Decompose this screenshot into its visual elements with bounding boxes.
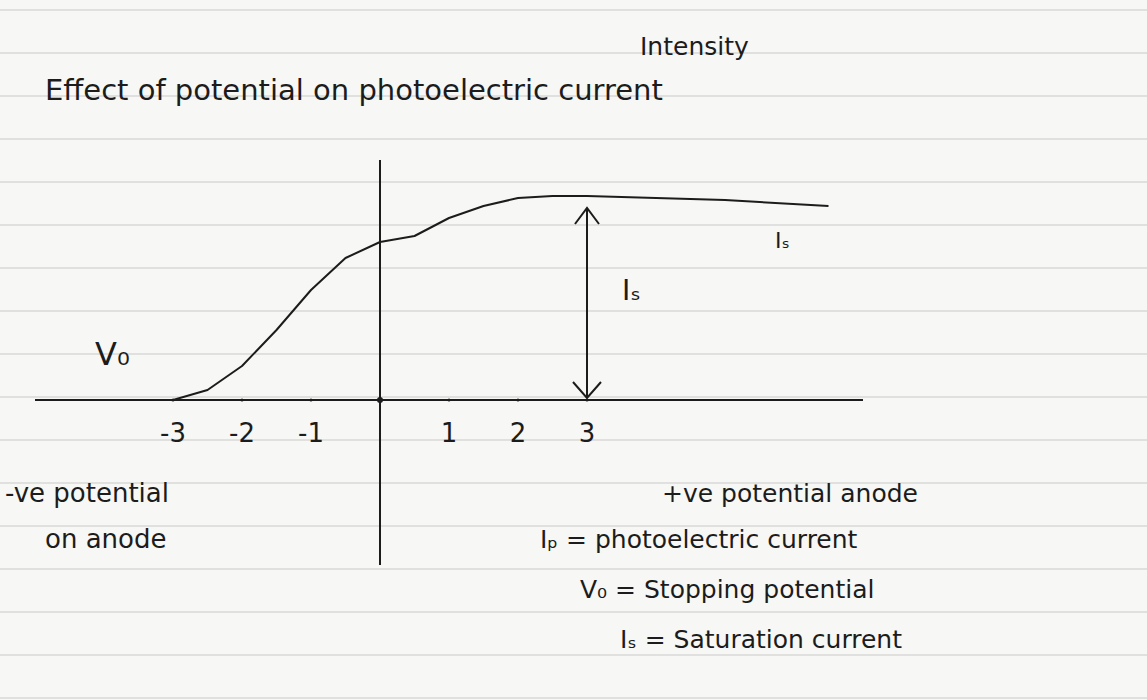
- paper-rule: [0, 268, 1147, 269]
- x-tick-label: -2: [229, 418, 255, 448]
- current-curve: [173, 196, 829, 400]
- x-tick-label: 1: [441, 418, 458, 448]
- x-tick: [517, 399, 520, 402]
- origin-dot: [377, 397, 383, 403]
- annotation: Iₚ = photoelectric current: [540, 525, 858, 554]
- annotation: Intensity: [640, 32, 749, 61]
- paper-rule: [0, 139, 1147, 140]
- plot-area: [173, 196, 829, 400]
- x-axis: [35, 399, 863, 401]
- x-tick: [448, 399, 451, 402]
- x-tick-label: -1: [298, 418, 324, 448]
- annotation: Iₛ = Saturation current: [620, 625, 902, 654]
- annotation: V₀ = Stopping potential: [580, 575, 874, 604]
- paper-rule: [0, 698, 1147, 699]
- annotation: Iₛ: [775, 228, 790, 253]
- annotation: +ve potential anode: [662, 479, 918, 508]
- annotation: -ve potential: [5, 478, 169, 508]
- paper-rule: [0, 311, 1147, 312]
- paper-rule: [0, 612, 1147, 613]
- y-axis: [379, 160, 381, 565]
- paper-rule: [0, 182, 1147, 183]
- paper-rule: [0, 354, 1147, 355]
- paper-rule: [0, 53, 1147, 54]
- annotation: V₀: [95, 335, 130, 373]
- x-tick: [241, 399, 244, 402]
- x-tick-label: 3: [579, 418, 596, 448]
- paper-rule: [0, 397, 1147, 398]
- paper-rule: [0, 483, 1147, 484]
- x-tick-label: 2: [510, 418, 527, 448]
- x-tick: [310, 399, 313, 402]
- x-tick-label: -3: [160, 418, 186, 448]
- paper-rule: [0, 655, 1147, 656]
- paper-rule: [0, 569, 1147, 570]
- title: Effect of potential on photoelectric cur…: [45, 73, 663, 107]
- paper-rule: [0, 225, 1147, 226]
- paper-rule: [0, 10, 1147, 11]
- annotation: Iₛ: [622, 274, 641, 307]
- saturation-arrow: [573, 208, 601, 398]
- annotation: on anode: [45, 524, 166, 554]
